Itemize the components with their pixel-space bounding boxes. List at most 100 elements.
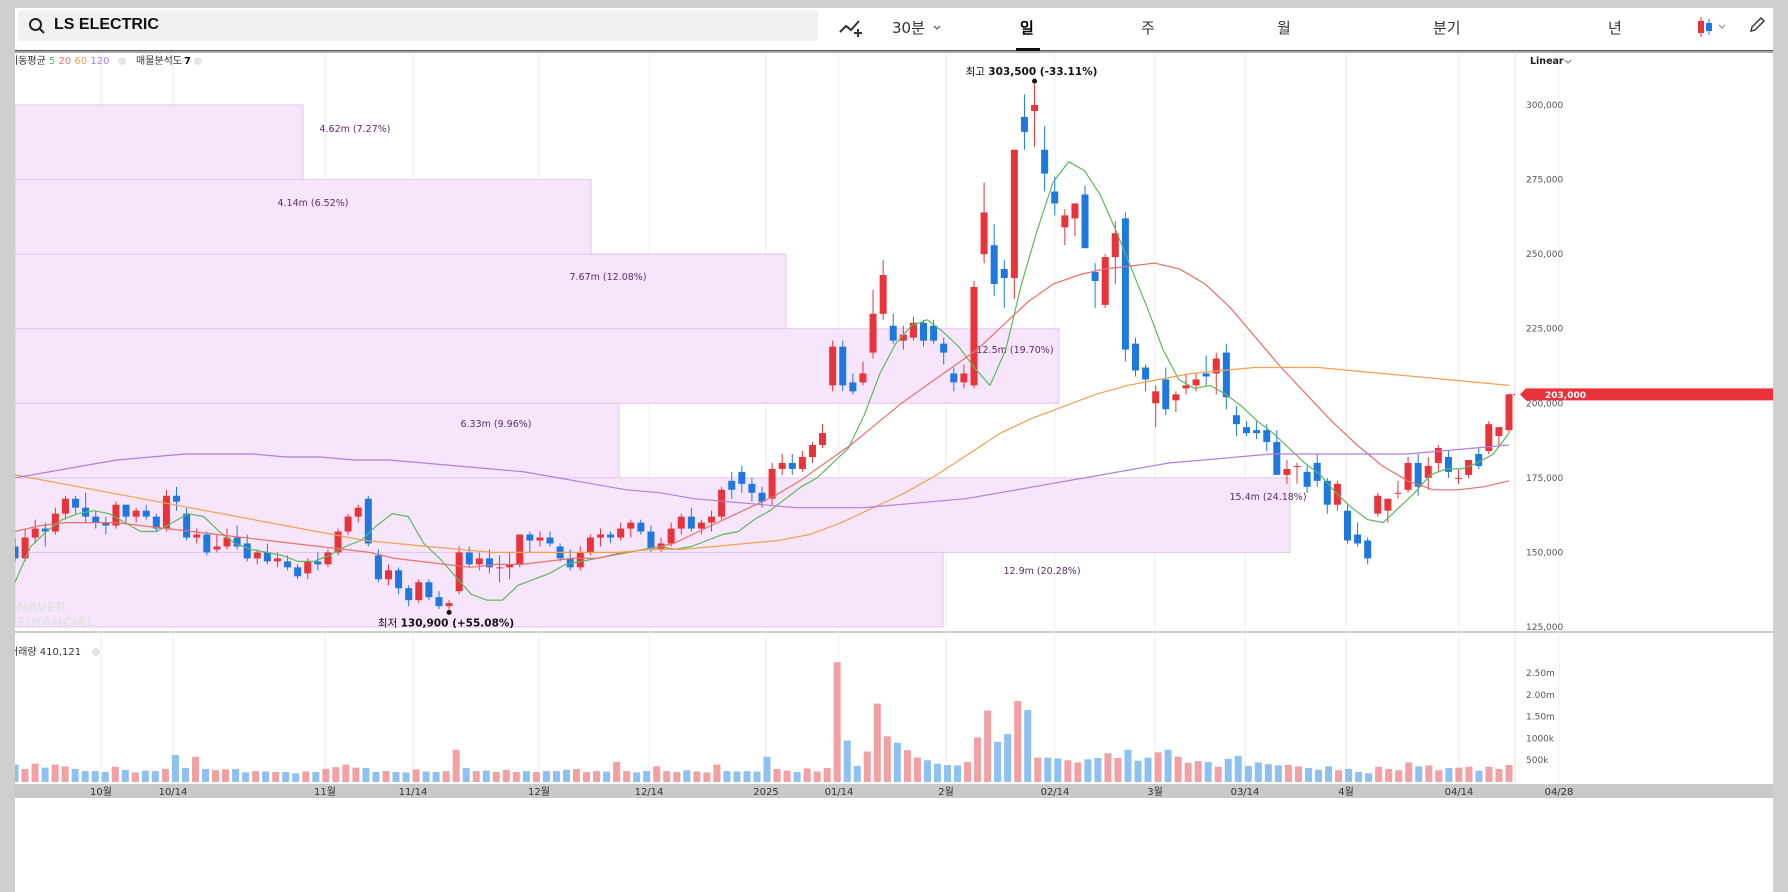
tab-weekly[interactable]: 주 xyxy=(1141,19,1155,37)
pencil-icon[interactable] xyxy=(1748,16,1766,39)
volume-bar xyxy=(683,770,691,782)
search-icon[interactable] xyxy=(28,17,46,40)
candle-body xyxy=(1031,105,1039,111)
volume-bar xyxy=(573,768,581,782)
candle-body xyxy=(162,495,170,529)
volume-bar xyxy=(1224,758,1232,782)
candle-body xyxy=(102,522,110,526)
volume-bar xyxy=(151,771,159,782)
candle-body xyxy=(516,534,524,565)
watermark: NAVER xyxy=(17,601,66,616)
candle-body xyxy=(243,543,251,559)
candle-body xyxy=(1414,462,1422,487)
volume-bar xyxy=(943,765,951,782)
candle-body xyxy=(607,534,615,538)
volume-bar xyxy=(121,769,129,782)
candle-body xyxy=(1202,373,1210,377)
candle-body xyxy=(1485,424,1493,452)
candle-body xyxy=(263,552,271,562)
tab-monthly[interactable]: 월 xyxy=(1277,19,1291,37)
candle-type-icon[interactable] xyxy=(1695,15,1729,44)
search-box[interactable]: LS ELECTRIC xyxy=(18,10,818,41)
candle-body xyxy=(132,510,140,517)
volume-bar xyxy=(1294,766,1302,782)
candle-body xyxy=(51,513,59,532)
interval-select[interactable]: 30분 xyxy=(892,19,925,37)
candle-body xyxy=(1000,269,1008,279)
volume-bar xyxy=(562,769,570,782)
volume-bar xyxy=(1284,765,1292,782)
volume-bar xyxy=(933,763,941,782)
volume-bar xyxy=(1244,765,1252,782)
volume-profile-bar xyxy=(15,253,787,330)
y-tick-label: 175,000 xyxy=(1526,474,1563,484)
candle-body xyxy=(1041,149,1049,174)
search-input[interactable]: LS ELECTRIC xyxy=(54,16,159,33)
volume-bar xyxy=(793,771,801,782)
volume-bar xyxy=(41,767,49,782)
moving-average-line xyxy=(15,262,1510,568)
volume-bar xyxy=(492,771,500,782)
volume-bar xyxy=(723,771,731,782)
candle-body xyxy=(152,516,160,529)
candle-body xyxy=(374,555,382,580)
candle-body xyxy=(1384,498,1392,511)
volume-bar xyxy=(1435,770,1443,782)
candle-body xyxy=(334,531,342,553)
candle-body xyxy=(980,212,988,255)
volume-profile-label: 4.62m (7.27%) xyxy=(319,124,390,135)
volume-bar xyxy=(1485,766,1493,782)
volume-bar xyxy=(452,749,460,782)
candle-body xyxy=(253,552,261,559)
volume-bar xyxy=(1375,766,1383,782)
candle-body xyxy=(1172,394,1180,401)
candle-body xyxy=(1010,149,1018,279)
volume-bar xyxy=(1475,770,1483,782)
tab-daily[interactable]: 일 xyxy=(1020,19,1034,37)
candle-body xyxy=(1253,430,1261,434)
candle-body xyxy=(1424,465,1432,478)
chevron-down-icon[interactable] xyxy=(932,20,942,38)
candle-body xyxy=(344,516,352,532)
candle-body xyxy=(1434,448,1442,463)
volume-bar xyxy=(502,769,510,782)
x-tick-label: 11/14 xyxy=(399,787,428,798)
volume-bar xyxy=(442,771,450,782)
y-tick-label: 300,000 xyxy=(1526,101,1563,111)
candle-body xyxy=(1394,492,1402,494)
volume-bar xyxy=(322,768,330,782)
tab-yearly[interactable]: 년 xyxy=(1608,19,1622,37)
candle-body xyxy=(1071,203,1079,219)
candle-body xyxy=(869,313,877,353)
volume-bar xyxy=(191,756,199,782)
y-tick-label: 250,000 xyxy=(1526,250,1563,260)
watermark: FINANCIAL xyxy=(17,616,95,631)
volume-bar xyxy=(1184,762,1192,782)
volume-tick-label: 2.00m xyxy=(1526,691,1555,701)
volume-bar xyxy=(222,769,230,782)
candle-body xyxy=(405,588,413,601)
chevron-down-icon xyxy=(1564,59,1572,64)
volume-profile-bar xyxy=(15,179,592,255)
drawing-tool-icon[interactable] xyxy=(838,15,864,44)
volume-bar xyxy=(593,771,601,782)
candle-body xyxy=(940,343,948,353)
candle-body xyxy=(1232,415,1240,425)
candle-body xyxy=(687,516,695,529)
volume-bar xyxy=(1274,765,1282,782)
volume-bar xyxy=(583,771,591,782)
volume-bar xyxy=(412,769,420,782)
volume-bar xyxy=(653,766,661,782)
volume-bar xyxy=(161,768,169,782)
price-chart[interactable]: 10월 10/14 11월 11/14 12월 12/14 2025 01/14 2월 02/14… xyxy=(15,8,1773,892)
current-price-tag xyxy=(1520,388,1773,401)
volume-bar xyxy=(713,764,721,782)
toolbar: LS ELECTRIC 30분 일 주 월 분기 년 xyxy=(15,8,1773,51)
volume-bar xyxy=(613,761,621,782)
volume-bar xyxy=(141,770,149,782)
volume-bar xyxy=(61,766,69,782)
tab-quarterly[interactable]: 분기 xyxy=(1433,19,1461,37)
volume-bar xyxy=(242,772,250,782)
candle-body xyxy=(415,582,423,601)
tab-active-indicator xyxy=(1016,48,1040,51)
